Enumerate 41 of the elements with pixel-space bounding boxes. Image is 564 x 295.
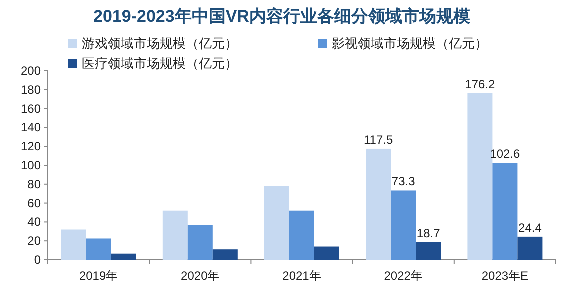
bar bbox=[86, 238, 112, 260]
y-tick-label: 40 bbox=[28, 215, 42, 230]
bar bbox=[518, 236, 543, 260]
x-tick-label: 2023年E bbox=[482, 269, 529, 283]
data-label: 102.6 bbox=[490, 147, 521, 162]
bar bbox=[188, 225, 213, 260]
legend-label: 游戏领域市场规模（亿元） bbox=[82, 36, 238, 51]
y-tick-label: 20 bbox=[28, 234, 42, 248]
data-label: 73.3 bbox=[392, 174, 416, 189]
x-tick-label: 2022年 bbox=[384, 269, 423, 283]
data-label: 176.2 bbox=[465, 77, 496, 92]
bar bbox=[468, 93, 493, 260]
bar bbox=[162, 210, 188, 260]
legend-label: 医疗领域市场规模（亿元） bbox=[82, 56, 238, 71]
bar bbox=[61, 230, 86, 260]
x-tick-label: 2020年 bbox=[181, 269, 220, 283]
bar bbox=[290, 210, 314, 260]
bar bbox=[264, 186, 290, 260]
bar bbox=[492, 163, 518, 260]
bar bbox=[111, 254, 136, 260]
bar bbox=[314, 246, 340, 260]
bar bbox=[212, 250, 238, 260]
bar bbox=[416, 242, 442, 260]
y-tick-label: 0 bbox=[34, 253, 42, 267]
bar bbox=[366, 148, 392, 260]
y-tick-label: 140 bbox=[20, 120, 42, 135]
y-tick-label: 80 bbox=[28, 177, 42, 192]
data-label: 24.4 bbox=[518, 220, 542, 235]
y-tick-label: 180 bbox=[20, 82, 42, 97]
y-tick-label: 100 bbox=[20, 158, 42, 172]
bar bbox=[391, 190, 416, 260]
legend-label: 影视领域市场规模（亿元） bbox=[332, 36, 488, 51]
x-tick-label: 2021年 bbox=[282, 269, 322, 283]
y-tick-label: 200 bbox=[20, 64, 42, 78]
y-tick-label: 160 bbox=[20, 102, 42, 116]
y-tick-label: 60 bbox=[28, 196, 42, 210]
data-label: 117.5 bbox=[364, 132, 394, 147]
data-label: 18.7 bbox=[416, 226, 441, 240]
chart-title: 2019-2023年中国VR内容行业各细分领域市场规模 bbox=[94, 7, 470, 26]
y-tick-label: 120 bbox=[20, 140, 42, 154]
x-tick-label: 2019年 bbox=[79, 269, 118, 283]
